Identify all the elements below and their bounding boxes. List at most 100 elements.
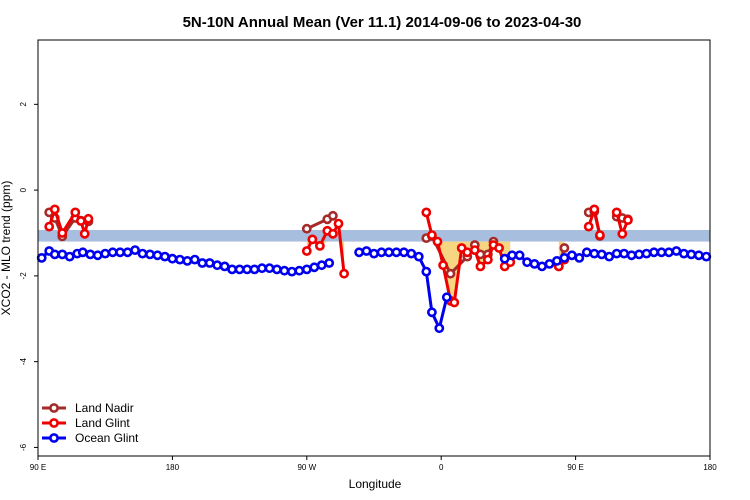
data-point <box>85 249 96 260</box>
data-point <box>49 204 60 215</box>
data-point <box>559 243 570 253</box>
x-tick-label: 90 W <box>297 463 316 472</box>
data-point <box>383 247 394 258</box>
data-point <box>36 252 47 263</box>
data-point <box>76 216 86 226</box>
legend-label: Ocean Glint <box>75 431 139 445</box>
y-tick-label: -6 <box>19 443 28 451</box>
data-point <box>361 246 372 256</box>
data-point <box>604 251 615 262</box>
data-point <box>204 258 215 268</box>
data-point <box>693 250 704 261</box>
data-point <box>64 251 75 262</box>
data-point <box>664 247 674 258</box>
data-point <box>279 265 290 276</box>
data-point <box>537 261 547 272</box>
data-point <box>649 247 659 258</box>
data-point <box>574 252 585 263</box>
data-point <box>307 234 318 245</box>
data-point <box>115 247 125 258</box>
data-point <box>434 323 445 334</box>
data-point <box>301 264 312 275</box>
data-point <box>130 245 140 255</box>
data-point <box>522 257 532 268</box>
data-point <box>544 258 555 269</box>
data-point <box>432 236 443 247</box>
data-point <box>482 254 493 265</box>
data-point <box>354 247 364 258</box>
data-point <box>626 250 637 261</box>
data-point <box>49 249 60 260</box>
data-point <box>333 218 344 229</box>
data-point <box>426 307 437 318</box>
legend-marker <box>49 433 59 443</box>
data-point <box>469 245 480 255</box>
data-point <box>552 255 562 266</box>
data-point <box>596 249 607 260</box>
data-point <box>167 253 178 264</box>
data-point <box>421 207 432 218</box>
data-point <box>701 251 712 262</box>
data-point <box>686 249 697 260</box>
y-tick-label: -2 <box>19 272 28 280</box>
legend-marker <box>49 403 59 413</box>
legend-label: Land Nadir <box>75 401 134 415</box>
data-point <box>264 263 275 274</box>
data-point <box>441 292 452 303</box>
data-point <box>445 268 456 279</box>
data-point <box>529 258 540 269</box>
y-tick-label: 0 <box>19 187 28 192</box>
y-tick-label: 2 <box>19 102 28 107</box>
data-point <box>583 221 594 232</box>
data-point <box>324 258 335 268</box>
data-point <box>475 261 486 272</box>
legend-marker <box>49 418 59 428</box>
series-ocean-glint <box>36 245 712 334</box>
data-point <box>301 223 312 234</box>
data-point <box>249 264 260 275</box>
data-point <box>122 247 133 258</box>
data-point <box>462 247 473 258</box>
data-point <box>619 248 629 259</box>
reference-band <box>38 229 710 242</box>
data-point <box>44 221 55 232</box>
data-point <box>301 246 312 256</box>
data-point <box>234 264 245 275</box>
data-point <box>398 247 409 258</box>
data-point <box>174 254 185 265</box>
data-point <box>339 268 349 279</box>
data-point <box>581 247 592 258</box>
data-point <box>77 247 88 258</box>
data-point <box>137 248 148 259</box>
data-point <box>369 248 379 259</box>
x-tick-label: 90 E <box>567 463 583 472</box>
data-point <box>634 249 644 260</box>
data-point <box>92 250 103 261</box>
data-point <box>438 260 448 271</box>
data-point <box>257 263 267 274</box>
data-point <box>316 260 327 271</box>
y-tick-label: -4 <box>19 358 28 366</box>
data-point <box>499 253 510 264</box>
x-tick-label: 180 <box>166 463 180 472</box>
data-point <box>421 266 432 277</box>
data-point <box>271 264 282 275</box>
data-point <box>57 228 68 238</box>
data-point <box>314 240 325 251</box>
data-point <box>559 252 570 263</box>
data-point <box>159 251 170 262</box>
data-point <box>611 207 622 218</box>
data-point <box>227 264 237 275</box>
data-point <box>189 254 200 265</box>
x-axis-label: Longitude <box>349 477 402 491</box>
data-point <box>219 261 230 272</box>
legend-label: Land Glint <box>75 416 130 430</box>
data-point <box>617 228 628 239</box>
x-tick-label: 180 <box>703 463 717 472</box>
data-point <box>641 248 652 259</box>
data-point <box>83 213 94 224</box>
data-point <box>595 230 605 240</box>
data-point <box>413 251 424 262</box>
